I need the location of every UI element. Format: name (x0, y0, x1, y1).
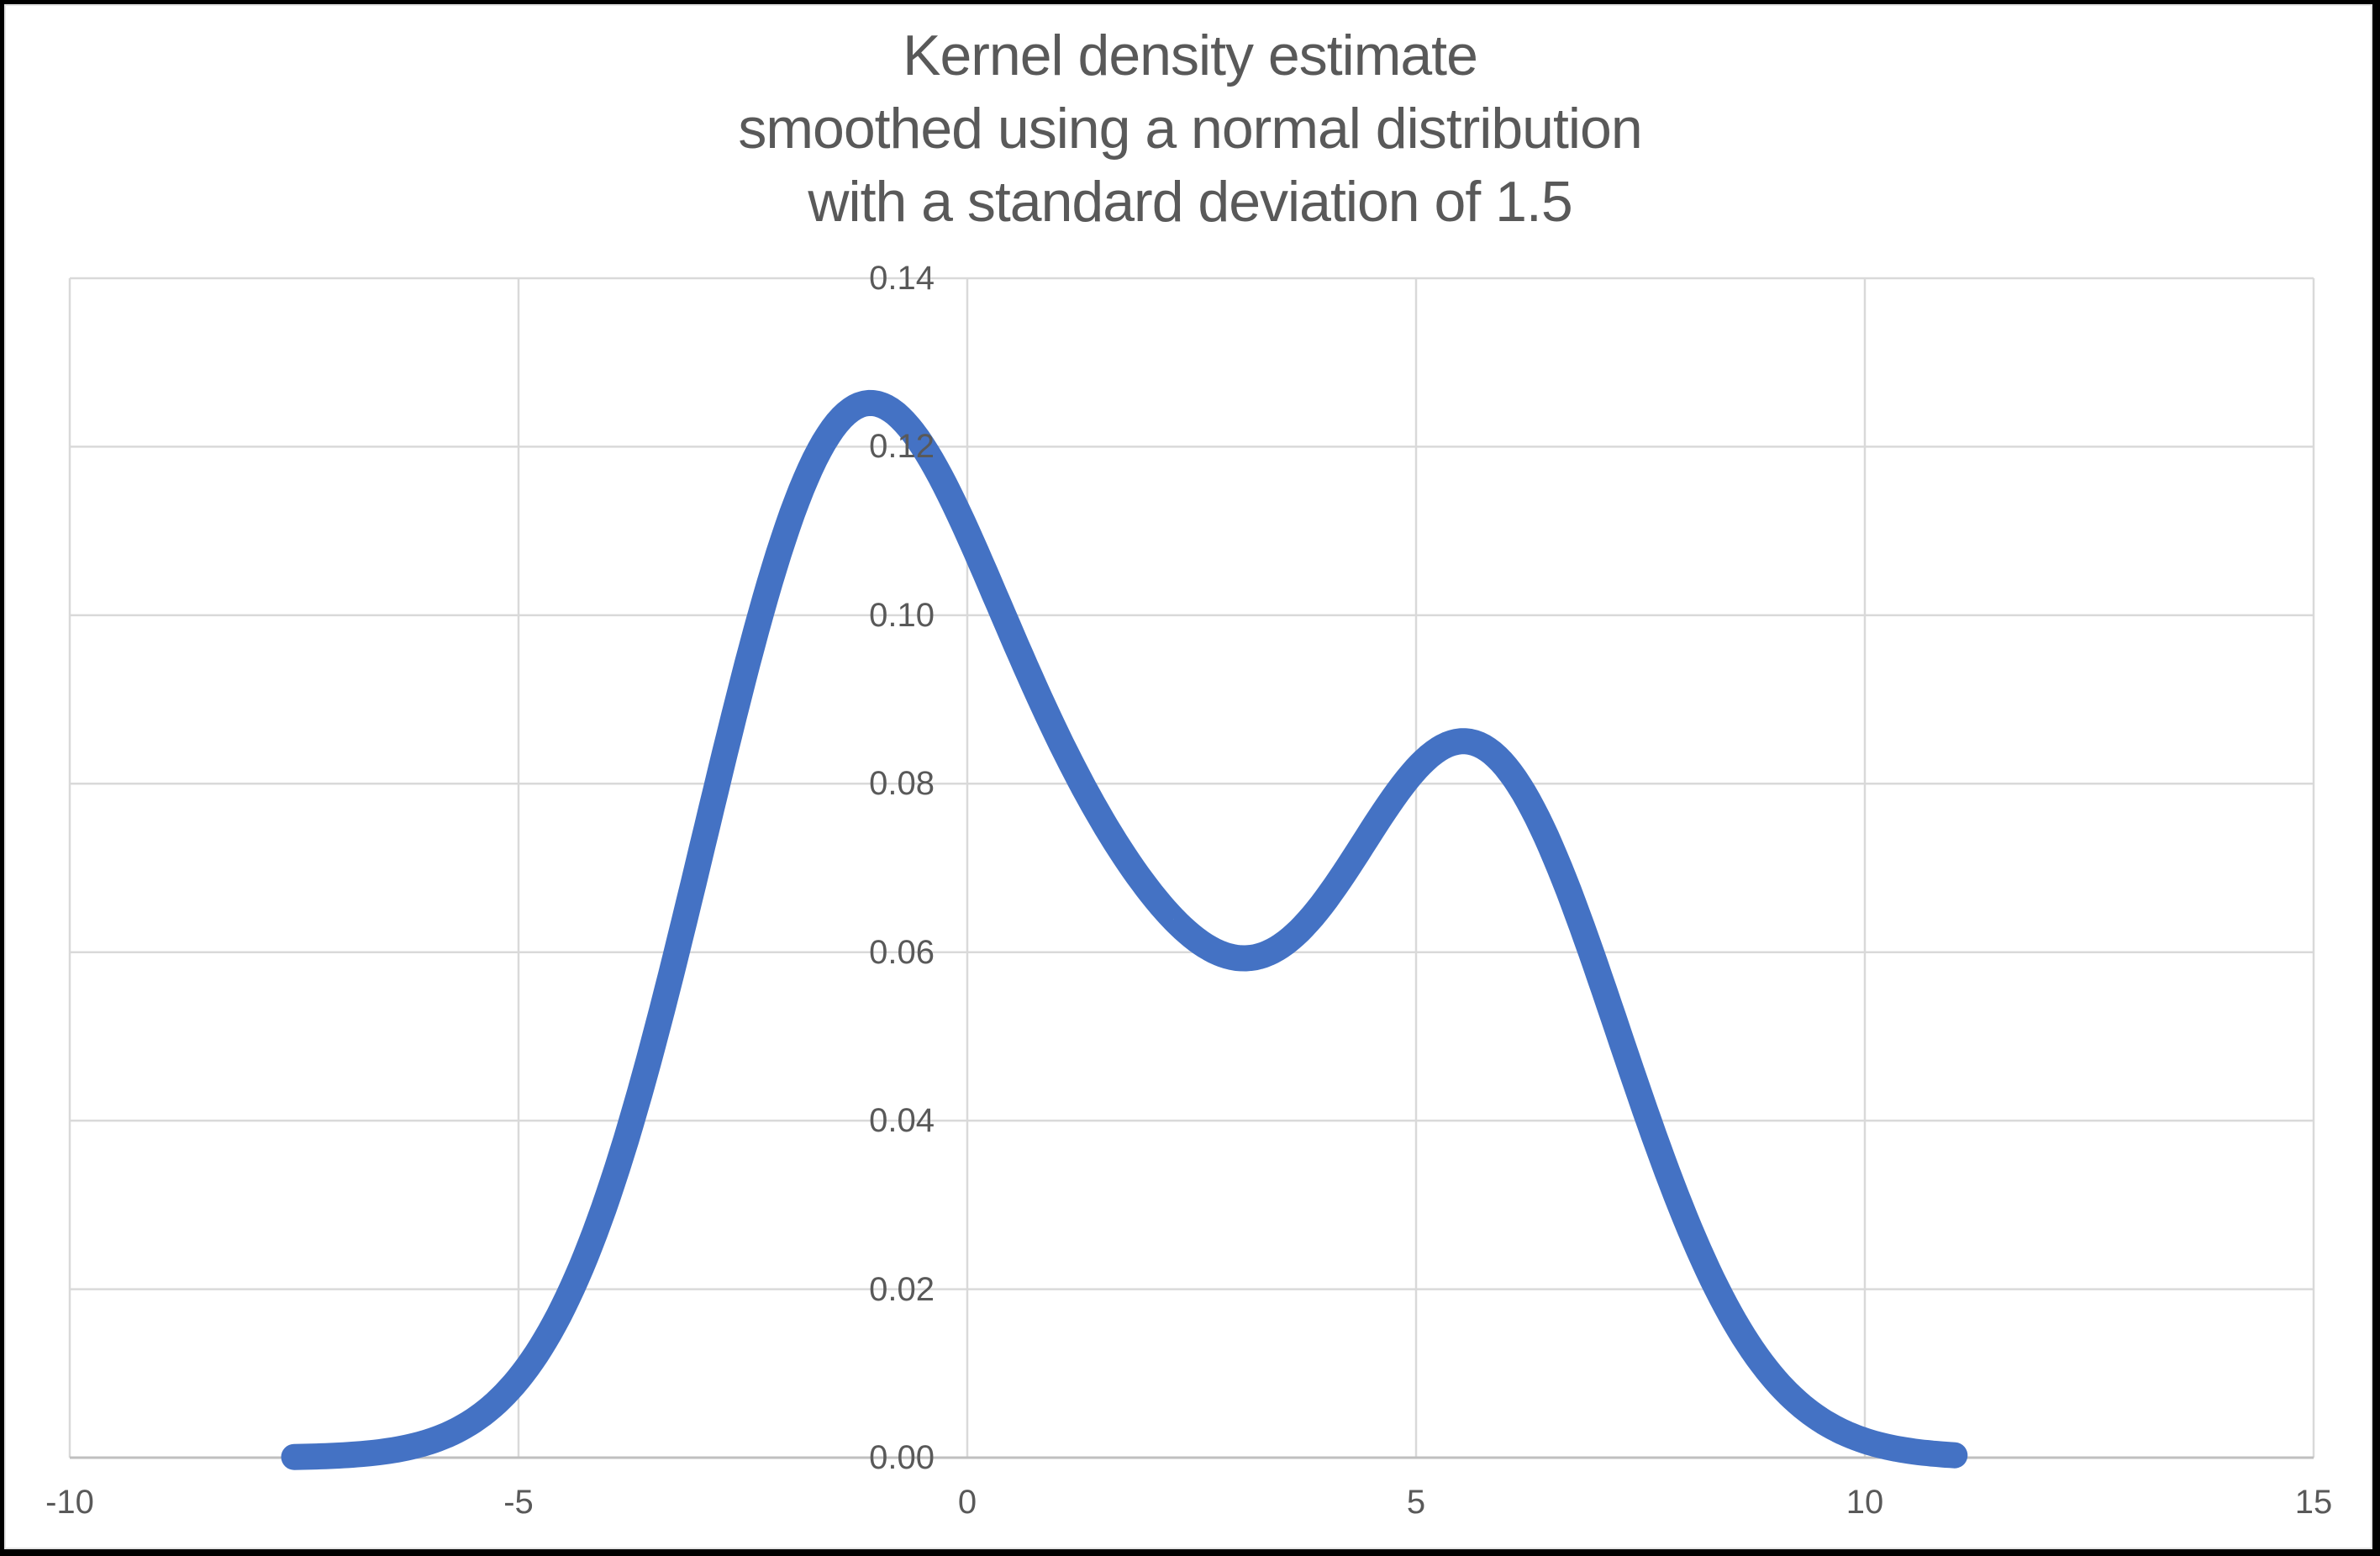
screenshot-border-right (2372, 0, 2380, 1556)
kde-curve (281, 389, 1968, 1470)
screenshot-border-bottom (0, 1549, 2380, 1556)
chart-title: Kernel density estimate smoothed using a… (0, 19, 2380, 239)
chart-title-line-2: smoothed using a normal distribution (738, 97, 1642, 161)
chart-title-line-1: Kernel density estimate (903, 24, 1478, 87)
screenshot-border-top (0, 0, 2380, 4)
screenshot-border-left (0, 0, 4, 1556)
chart-title-line-3: with a standard deviation of 1.5 (808, 170, 1572, 234)
